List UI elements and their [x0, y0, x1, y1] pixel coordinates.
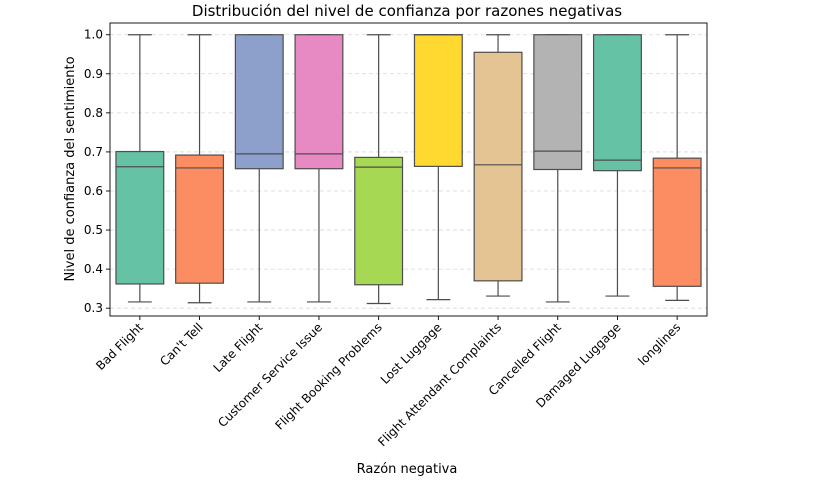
box-series [115, 34, 702, 305]
y-tick-label: 0.4 [84, 262, 103, 276]
chart-title: Distribución del nivel de confianza por … [192, 2, 622, 20]
iqr-box [413, 34, 463, 167]
box-7 [533, 34, 583, 303]
x-tick-label: Customer Service Issue [215, 320, 325, 430]
iqr-box [354, 156, 404, 286]
iqr-box [234, 34, 284, 170]
box-4 [354, 34, 404, 305]
y-tick-label: 0.9 [84, 67, 103, 81]
x-tick-label: Late Flight [211, 320, 266, 375]
y-tick-label: 0.5 [84, 223, 103, 237]
iqr-box [533, 34, 583, 171]
box-0 [115, 34, 165, 303]
x-axis-label: Razón negativa [357, 462, 458, 477]
y-tick-label: 0.7 [84, 145, 103, 159]
iqr-box [473, 51, 523, 282]
iqr-box [115, 150, 165, 285]
y-tick-label: 0.6 [84, 184, 103, 198]
y-axis-label: Nivel de confianza del sentimiento [63, 56, 78, 281]
y-axis-ticks: 0.3 0.4 0.5 0.6 0.7 0.8 0.9 1.0 [84, 28, 110, 315]
iqr-box [592, 34, 642, 172]
iqr-box [652, 157, 702, 287]
x-tick-label: Can't Tell [157, 320, 205, 368]
plot-frame [109, 22, 708, 317]
box-3 [294, 34, 344, 303]
x-axis-ticks: Bad Flight Can't Tell Late FlightCustomer … [93, 316, 683, 449]
y-tick-label: 0.3 [84, 301, 103, 315]
x-tick-label: Flight Booking Problems [272, 320, 384, 432]
box-6 [473, 34, 523, 297]
x-tick-label: Flight Attendant Complaints [375, 320, 504, 449]
box-9 [652, 34, 702, 301]
y-tick-label: 1.0 [84, 28, 103, 42]
iqr-box [294, 34, 344, 170]
box-5 [413, 34, 463, 301]
x-tick-label: longlines [635, 320, 683, 368]
box-8 [592, 34, 642, 297]
iqr-box [175, 154, 225, 284]
box-2 [234, 34, 284, 303]
x-tick-label: Bad Flight [93, 320, 146, 373]
x-tick-label: Lost Luggage [378, 320, 445, 387]
y-tick-label: 0.8 [84, 106, 103, 120]
box-1 [175, 34, 225, 304]
